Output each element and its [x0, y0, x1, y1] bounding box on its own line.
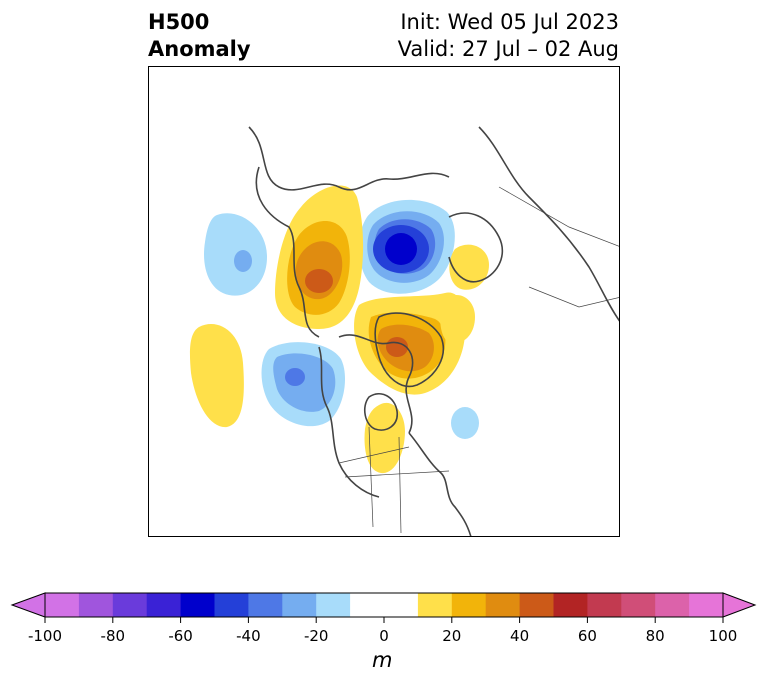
neg-anomaly-arctic-core	[385, 233, 417, 265]
coast-canada-arctic	[338, 334, 414, 434]
colorbar-tick-label: 100	[709, 627, 738, 645]
colorbar-segment	[214, 593, 249, 617]
colorbar-tick-label: 60	[578, 627, 597, 645]
coast-hudson	[363, 393, 398, 431]
colorbar-max-extension	[722, 592, 757, 618]
colorbar-segment	[146, 593, 182, 617]
colorbar-segment	[180, 593, 215, 617]
coastlines	[248, 126, 619, 536]
pos-anomaly-greenland-core	[386, 337, 408, 357]
colorbar-ticks: -100 -80 -60 -40 -20 0 20 40 60 80 100	[28, 617, 737, 645]
border-us-canada	[338, 446, 410, 464]
colorbar-segments	[45, 593, 724, 617]
colorbar-segment	[689, 593, 724, 617]
colorbar-segment	[621, 593, 656, 617]
border-us-states-1	[344, 470, 450, 478]
colorbar-unit: m	[372, 648, 393, 672]
colorbar-segment	[587, 593, 622, 617]
political-borders	[338, 186, 619, 534]
coast-asia-east	[478, 126, 619, 322]
field-type: Anomaly	[148, 37, 251, 61]
map-canvas	[189, 126, 619, 536]
colorbar-segment	[45, 593, 80, 617]
border-eurasia-1	[498, 186, 619, 247]
neg-anomaly-nw-america-core	[285, 368, 305, 386]
neg-anomaly-pacific-core	[234, 250, 252, 272]
pos-anomaly-scandinavia	[449, 244, 489, 290]
anomaly-fills	[189, 185, 489, 474]
colorbar: -100 -80 -60 -40 -20 0 20 40 60 80 100	[10, 592, 757, 645]
colorbar-segment	[655, 593, 690, 617]
colorbar-tick-label: 20	[442, 627, 461, 645]
colorbar-tick-label: 40	[510, 627, 529, 645]
colorbar-segment	[519, 593, 554, 617]
border-us-states-3	[398, 436, 402, 534]
colorbar-segment	[78, 593, 114, 617]
field-name: H500	[148, 10, 210, 34]
pos-anomaly-east-pacific	[189, 324, 244, 428]
pos-anomaly-central-us	[364, 402, 405, 474]
pos-anomaly-siberia-core	[305, 269, 333, 293]
chart-title-left: H500 Anomaly	[148, 9, 251, 63]
colorbar-min-extension	[10, 592, 46, 618]
colorbar-segment	[384, 593, 419, 617]
colorbar-tick-label: -20	[304, 627, 329, 645]
neg-anomaly-nw-america-mid	[273, 353, 336, 412]
neg-anomaly-atlantic	[451, 407, 479, 439]
colorbar-tick-label: -40	[236, 627, 261, 645]
colorbar-segment	[282, 593, 317, 617]
colorbar-segment	[485, 593, 521, 617]
coast-europe	[448, 212, 504, 283]
anomaly-map	[148, 66, 620, 537]
coast-alaska	[255, 166, 320, 338]
colorbar-segment	[553, 593, 588, 617]
valid-range: Valid: 27 Jul – 02 Aug	[397, 37, 619, 61]
colorbar-segment	[350, 593, 385, 617]
coast-west-america	[318, 346, 380, 498]
colorbar-segment	[316, 593, 351, 617]
coast-east-america	[408, 432, 472, 536]
colorbar-segment	[248, 593, 283, 617]
colorbar-tick-label: -60	[168, 627, 193, 645]
colorbar-segment	[451, 593, 487, 617]
colorbar-segment	[112, 593, 148, 617]
colorbar-tick-label: -100	[28, 627, 62, 645]
coast-siberia	[248, 126, 450, 191]
neg-anomaly-pacific	[204, 213, 267, 296]
colorbar-segment	[417, 593, 453, 617]
init-date: Init: Wed 05 Jul 2023	[400, 10, 619, 34]
border-eurasia-2	[528, 286, 619, 308]
coast-greenland	[374, 312, 445, 388]
colorbar-tick-label: 80	[646, 627, 665, 645]
colorbar-tick-label: 0	[379, 627, 389, 645]
border-us-states-2	[368, 426, 374, 528]
colorbar-tick-label: -80	[101, 627, 126, 645]
chart-title-right: Init: Wed 05 Jul 2023 Valid: 27 Jul – 02…	[398, 9, 619, 63]
pos-anomaly-north-atlantic	[440, 295, 475, 344]
